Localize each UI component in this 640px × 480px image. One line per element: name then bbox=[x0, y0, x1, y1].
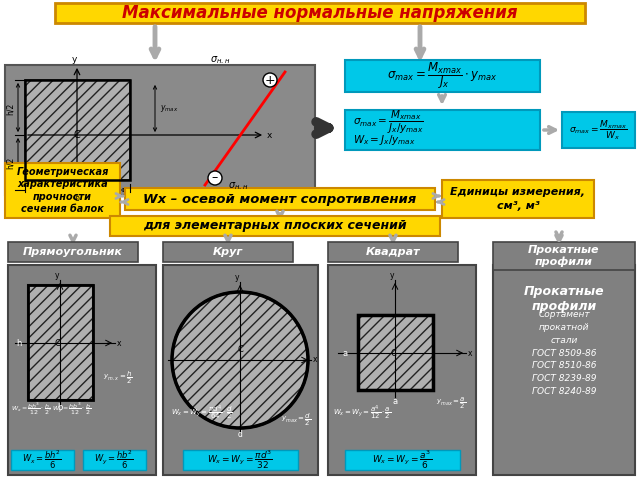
Text: x: x bbox=[267, 131, 273, 140]
FancyBboxPatch shape bbox=[345, 450, 460, 470]
Text: x: x bbox=[313, 356, 317, 364]
Text: $y_{m.x}=\dfrac{h}{2}$: $y_{m.x}=\dfrac{h}{2}$ bbox=[103, 370, 132, 386]
Text: Wx – осевой момент сопротивления: Wx – осевой момент сопротивления bbox=[143, 192, 417, 205]
Bar bbox=[28, 285, 93, 400]
Text: a: a bbox=[392, 397, 397, 406]
Text: y: y bbox=[390, 271, 394, 280]
Circle shape bbox=[208, 171, 222, 185]
Text: Прямоугольник: Прямоугольник bbox=[23, 247, 123, 257]
Text: $W_x=W_y=\dfrac{a^3}{6}$: $W_x=W_y=\dfrac{a^3}{6}$ bbox=[372, 449, 432, 471]
Bar bbox=[25, 80, 130, 180]
FancyBboxPatch shape bbox=[55, 3, 585, 23]
FancyBboxPatch shape bbox=[345, 110, 540, 150]
FancyBboxPatch shape bbox=[8, 265, 156, 475]
Text: Единицы измерения,
см³, м³: Единицы измерения, см³, м³ bbox=[451, 187, 586, 211]
Circle shape bbox=[263, 73, 277, 87]
Text: a: a bbox=[342, 348, 348, 358]
FancyBboxPatch shape bbox=[493, 242, 635, 270]
Text: $\sigma_{max} = \dfrac{M_{xmax}}{J_x} \cdot y_{max}$: $\sigma_{max} = \dfrac{M_{xmax}}{J_x} \c… bbox=[387, 60, 497, 91]
Text: $W_x = J_x / y_{max}$: $W_x = J_x / y_{max}$ bbox=[353, 133, 416, 147]
FancyBboxPatch shape bbox=[345, 60, 540, 92]
Text: Квадрат: Квадрат bbox=[365, 247, 420, 257]
Bar bbox=[358, 315, 433, 390]
Text: y: y bbox=[235, 273, 239, 282]
FancyBboxPatch shape bbox=[163, 242, 293, 262]
Text: Сортамент
прокатной
стали
ГОСТ 8509-86
ГОСТ 8510-86
ГОСТ 8239-89
ГОСТ 8240-89: Сортамент прокатной стали ГОСТ 8509-86 Г… bbox=[532, 310, 596, 396]
FancyBboxPatch shape bbox=[5, 163, 120, 218]
Text: Прокатные
профили: Прокатные профили bbox=[524, 285, 604, 313]
Text: Максимальные нормальные напряжения: Максимальные нормальные напряжения bbox=[122, 4, 518, 22]
Text: $W_x=\dfrac{bh^3}{12}\cdot\dfrac{h}{2};W_y=\dfrac{hb^3}{12}\cdot\dfrac{b}{2}$: $W_x=\dfrac{bh^3}{12}\cdot\dfrac{h}{2};W… bbox=[11, 402, 91, 418]
Text: y: y bbox=[71, 55, 77, 64]
Text: $\sigma_{max} = \dfrac{M_{xmax}}{J_x / y_{max}}$: $\sigma_{max} = \dfrac{M_{xmax}}{J_x / y… bbox=[353, 108, 424, 135]
FancyBboxPatch shape bbox=[493, 265, 635, 475]
Text: $\sigma_{max} = \dfrac{M_{xmax}}{W_x}$: $\sigma_{max} = \dfrac{M_{xmax}}{W_x}$ bbox=[570, 118, 628, 142]
Text: $y_{max}=\dfrac{a}{2}$: $y_{max}=\dfrac{a}{2}$ bbox=[436, 396, 466, 411]
Bar bbox=[358, 315, 433, 390]
FancyBboxPatch shape bbox=[328, 265, 476, 475]
FancyBboxPatch shape bbox=[562, 112, 635, 148]
Text: $W_x=\dfrac{bh^2}{6}$: $W_x=\dfrac{bh^2}{6}$ bbox=[22, 449, 62, 471]
Text: $W_x=W_y=\dfrac{a^4}{12}\cdot\dfrac{a}{2}$: $W_x=W_y=\dfrac{a^4}{12}\cdot\dfrac{a}{2… bbox=[333, 403, 392, 422]
Text: Круг: Круг bbox=[213, 247, 243, 257]
Text: C: C bbox=[237, 346, 243, 355]
Text: Прокатные
профили: Прокатные профили bbox=[528, 245, 600, 267]
Text: C: C bbox=[54, 338, 60, 348]
Text: $W_x=W_y=\dfrac{\pi d^3}{32}$: $W_x=W_y=\dfrac{\pi d^3}{32}$ bbox=[207, 449, 273, 471]
Text: d: d bbox=[237, 430, 243, 439]
Text: x: x bbox=[117, 338, 122, 348]
FancyBboxPatch shape bbox=[110, 216, 440, 236]
Text: $y_{max}$: $y_{max}$ bbox=[160, 104, 179, 115]
Bar bbox=[25, 80, 130, 180]
FancyBboxPatch shape bbox=[8, 242, 138, 262]
FancyBboxPatch shape bbox=[442, 180, 594, 218]
FancyBboxPatch shape bbox=[183, 450, 298, 470]
Text: –: – bbox=[212, 171, 218, 184]
Text: $W_y=\dfrac{hb^2}{6}$: $W_y=\dfrac{hb^2}{6}$ bbox=[94, 449, 134, 471]
Text: C: C bbox=[74, 130, 81, 140]
Text: $W_x=W_y=\dfrac{\pi d^4}{64}\cdot\dfrac{d}{2}$: $W_x=W_y=\dfrac{\pi d^4}{64}\cdot\dfrac{… bbox=[171, 403, 233, 422]
Text: b: b bbox=[75, 194, 79, 203]
Text: для элементарных плоских сечений: для элементарных плоских сечений bbox=[143, 219, 407, 232]
FancyBboxPatch shape bbox=[125, 188, 435, 210]
Text: x: x bbox=[468, 348, 472, 358]
Text: +: + bbox=[265, 73, 275, 86]
Text: b: b bbox=[58, 403, 63, 411]
Text: h: h bbox=[16, 338, 22, 348]
Text: h/2: h/2 bbox=[6, 103, 15, 115]
Bar bbox=[28, 285, 93, 400]
FancyBboxPatch shape bbox=[11, 450, 74, 470]
Text: $\sigma_{н.н}$: $\sigma_{н.н}$ bbox=[210, 54, 230, 66]
Text: C: C bbox=[390, 348, 396, 358]
FancyBboxPatch shape bbox=[328, 242, 458, 262]
FancyBboxPatch shape bbox=[163, 265, 318, 475]
Circle shape bbox=[172, 292, 308, 428]
FancyBboxPatch shape bbox=[83, 450, 146, 470]
Text: Геометрическая
характеристика
прочности
сечения балок: Геометрическая характеристика прочности … bbox=[16, 167, 109, 214]
Text: $\sigma_{н.н}$: $\sigma_{н.н}$ bbox=[228, 180, 248, 192]
Text: h/2: h/2 bbox=[6, 157, 15, 169]
FancyBboxPatch shape bbox=[5, 65, 315, 195]
Text: $y_{max}=\dfrac{d}{2}$: $y_{max}=\dfrac{d}{2}$ bbox=[281, 412, 311, 428]
Text: y: y bbox=[55, 271, 60, 280]
